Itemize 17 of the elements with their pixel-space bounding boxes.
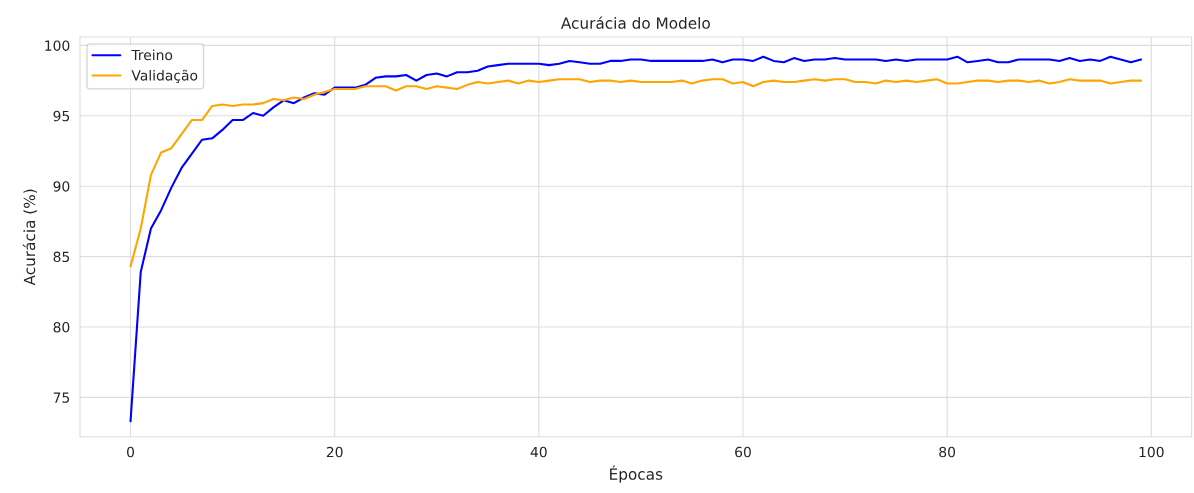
x-tick-label: 20 [326, 446, 343, 458]
y-tick-label: 75 [53, 392, 70, 403]
legend-label: Treino [131, 49, 173, 61]
x-tick-label: 40 [530, 446, 547, 458]
x-tick-label: 80 [939, 446, 956, 458]
x-tick-label: 0 [127, 446, 135, 458]
y-tick-label: 85 [53, 251, 70, 263]
legend-label: Validação [131, 69, 198, 84]
y-axis-title: Acurácia (%) [22, 189, 38, 286]
x-tick-label: 100 [1139, 446, 1164, 458]
x-tick-label: 60 [735, 446, 751, 458]
chart-title: Acurácia do Modelo [560, 16, 710, 29]
y-tick-label: 100 [45, 40, 70, 51]
y-tick-label: 95 [53, 110, 70, 122]
y-tick-label: 90 [53, 181, 70, 192]
y-tick-label: 80 [53, 321, 70, 333]
x-axis-title: Épocas [610, 465, 663, 483]
